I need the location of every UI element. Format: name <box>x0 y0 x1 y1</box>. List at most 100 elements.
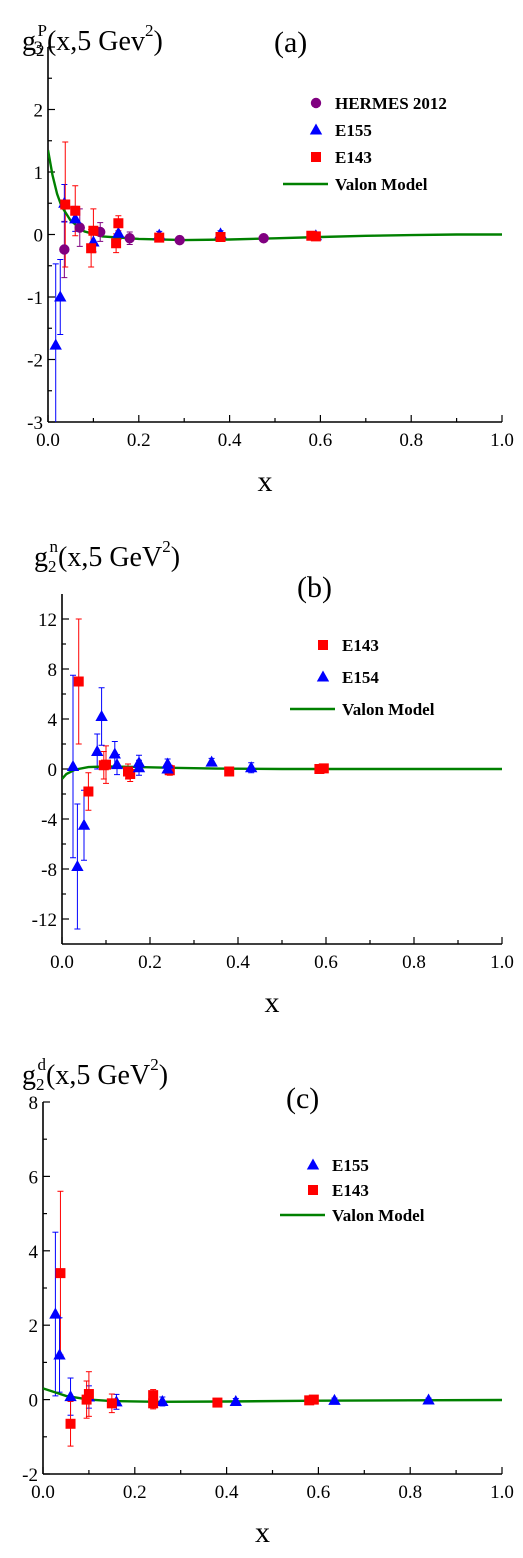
data-point <box>66 760 80 772</box>
legend: E155 E143 Valon Model <box>280 1156 425 1225</box>
data-point <box>113 218 124 229</box>
data-point <box>161 762 174 774</box>
data-point <box>310 231 321 242</box>
panel-label: (c) <box>286 1082 319 1115</box>
legend-label: E143 <box>335 148 372 167</box>
y-tick-label: 1 <box>34 163 44 184</box>
x-tick-label: 0.0 <box>36 430 60 451</box>
y-tick-label: 0 <box>29 1391 39 1412</box>
plot-area <box>48 141 502 422</box>
data-point <box>258 233 269 244</box>
x-tick-label: 0.6 <box>314 952 338 973</box>
y-tick-label: -12 <box>32 910 57 931</box>
legend-label: E155 <box>335 121 372 140</box>
y-tick-label: 4 <box>48 710 58 731</box>
legend-marker <box>316 670 330 682</box>
data-point <box>64 1390 77 1402</box>
y-tick-label: -1 <box>27 288 43 309</box>
x-axis-label: x <box>255 1516 270 1549</box>
data-point <box>318 763 329 774</box>
panel-label: (a) <box>274 26 307 59</box>
data-point <box>83 1389 94 1400</box>
data-point <box>101 759 111 770</box>
panel-2: 0.0 0.2 0.4 0.6 0.8 1.0 -12 -8 -4 0 4 8 12 x g2n(x,5 G… <box>32 537 514 1019</box>
data-point <box>65 1418 76 1429</box>
x-tick-label: 1.0 <box>490 952 514 973</box>
y-tick-label: -4 <box>41 810 57 831</box>
y-tick-label: 2 <box>29 1316 39 1337</box>
data-point <box>59 244 70 255</box>
x-tick-label: 0.2 <box>138 952 162 973</box>
data-point <box>205 755 218 767</box>
data-point <box>69 212 82 224</box>
legend-marker <box>310 97 322 109</box>
data-point <box>156 1394 169 1407</box>
data-point <box>174 234 185 246</box>
data-point <box>308 1394 319 1405</box>
legend-marker <box>318 640 328 650</box>
x-tick-label: 0.8 <box>402 952 426 973</box>
x-tick-label: 1.0 <box>490 1482 514 1503</box>
data-point <box>95 710 108 722</box>
panel-label: (b) <box>297 571 332 604</box>
x-tick-label: 1.0 <box>490 430 514 451</box>
legend-label: E154 <box>342 668 379 687</box>
x-tick-label: 0.4 <box>218 430 242 451</box>
data-point <box>245 761 258 773</box>
data-point <box>106 1398 117 1409</box>
legend-label: E143 <box>332 1181 369 1200</box>
data-point <box>132 756 146 768</box>
data-point <box>91 745 104 757</box>
x-tick-label: 0.8 <box>399 430 423 451</box>
x-tick-label: 0.0 <box>31 1482 55 1503</box>
x-tick-label: 0.6 <box>309 430 333 451</box>
legend-label: HERMES 2012 <box>335 94 447 113</box>
data-point <box>422 1393 435 1405</box>
data-point <box>148 1398 159 1409</box>
y-axis-label: g2P(x,5 Gev2) <box>22 21 163 60</box>
data-point <box>215 232 226 242</box>
data-point <box>54 290 67 302</box>
plot-area <box>62 618 502 930</box>
data-point <box>224 766 235 777</box>
data-point <box>71 860 84 872</box>
legend-label: E155 <box>332 1156 369 1175</box>
y-tick-label: 8 <box>48 660 58 681</box>
legend-marker <box>311 152 321 162</box>
data-point <box>81 1394 92 1405</box>
legend-label: Valon Model <box>332 1206 425 1225</box>
data-point <box>328 1393 341 1405</box>
data-point <box>110 758 124 770</box>
data-point <box>112 226 125 238</box>
y-tick-label: 2 <box>34 101 44 122</box>
y-tick-label: 0 <box>34 226 44 247</box>
legend-marker <box>309 123 323 135</box>
series-line-valon-model <box>43 1387 502 1404</box>
data-point <box>77 818 91 830</box>
x-tick-label: 0.2 <box>123 1482 147 1503</box>
legend: E143 E154 Valon Model <box>290 636 435 719</box>
data-point <box>49 338 62 350</box>
data-point <box>86 243 97 254</box>
x-tick-label: 0.4 <box>226 952 250 973</box>
data-point <box>53 1348 66 1360</box>
y-tick-label: 0 <box>48 760 58 781</box>
x-tick-label: 0.8 <box>398 1482 422 1503</box>
y-tick-label: 3 <box>34 38 44 59</box>
y-tick-label: -2 <box>22 1465 38 1486</box>
legend-label: Valon Model <box>335 175 428 194</box>
plot-area <box>43 1190 502 1447</box>
y-tick-label: -2 <box>27 351 43 372</box>
x-axis-label: x <box>258 465 273 498</box>
y-tick-label: -8 <box>41 860 57 881</box>
data-point <box>70 205 81 216</box>
data-point <box>49 1307 62 1319</box>
legend-label: Valon Model <box>342 700 435 719</box>
legend: HERMES 2012 E155 E143 Valon Model <box>283 94 447 194</box>
data-point <box>88 225 99 236</box>
data-point <box>154 232 165 243</box>
data-point <box>229 1394 242 1407</box>
data-point <box>55 1268 66 1279</box>
y-tick-label: 4 <box>29 1242 39 1263</box>
